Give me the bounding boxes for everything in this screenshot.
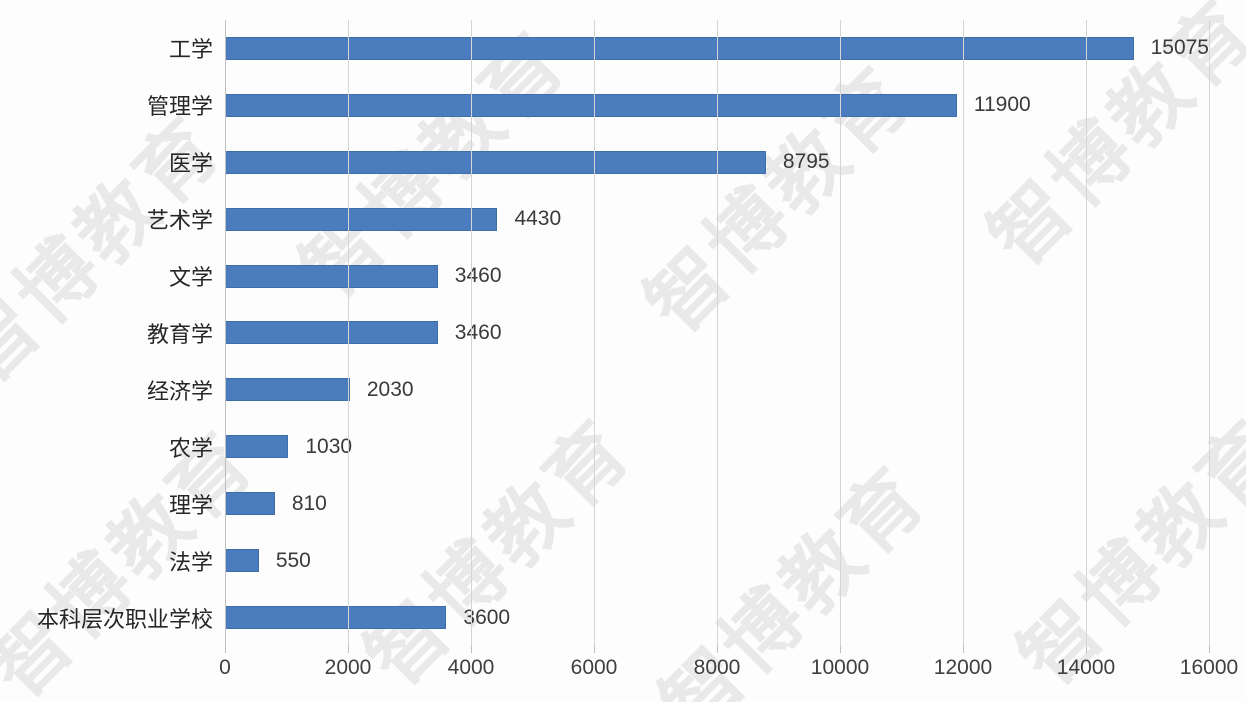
axis-tick xyxy=(1085,646,1087,653)
bar xyxy=(225,264,438,288)
bar xyxy=(225,378,350,402)
value-label: 15075 xyxy=(1150,36,1209,60)
bar xyxy=(225,36,1134,60)
category-label: 教育学 xyxy=(146,321,213,347)
axis-tick xyxy=(347,646,349,653)
category-label: 农学 xyxy=(168,435,213,461)
bar-rows: 工学 15075 管理学 11900 医学 8795 艺术学 4430 文学 3460 教育学 346… xyxy=(37,20,1209,646)
value-label: 2030 xyxy=(366,377,414,401)
category-label: 管理学 xyxy=(146,94,213,120)
bar xyxy=(225,321,438,345)
category-row: 医学 8795 xyxy=(169,134,1209,191)
category-row: 农学 1030 xyxy=(169,418,1209,475)
value-label: 3600 xyxy=(463,605,511,629)
value-label: 810 xyxy=(291,491,327,515)
gridline xyxy=(347,20,349,646)
gridline xyxy=(716,20,718,646)
category-row: 法学 550 xyxy=(169,532,1209,589)
bar xyxy=(225,549,259,573)
axis-tick xyxy=(470,646,472,653)
value-label: 3460 xyxy=(454,264,502,288)
category-label: 法学 xyxy=(168,549,213,575)
gridline xyxy=(1085,20,1087,646)
bar xyxy=(225,150,766,174)
category-label: 本科层次职业学校 xyxy=(36,606,213,632)
value-label: 1030 xyxy=(305,434,353,458)
value-label: 3460 xyxy=(454,320,502,344)
category-row: 艺术学 4430 xyxy=(147,191,1209,248)
category-row: 本科层次职业学校 3600 xyxy=(37,589,1209,646)
gridline xyxy=(593,20,595,646)
axis-tick xyxy=(716,646,718,653)
gridline xyxy=(962,20,964,646)
category-row: 理学 810 xyxy=(169,475,1209,532)
watermark-text: 智博教育 xyxy=(0,99,240,400)
category-row: 文学 3460 xyxy=(169,248,1209,305)
x-tick-label: 10000 xyxy=(810,656,870,679)
category-label: 艺术学 xyxy=(146,208,213,234)
axis-tick xyxy=(1208,646,1210,653)
axis-tick xyxy=(224,646,226,653)
category-row: 经济学 2030 xyxy=(147,361,1209,418)
bar xyxy=(225,435,289,459)
gridline xyxy=(470,20,472,646)
x-tick-label: 12000 xyxy=(933,656,993,679)
category-label: 经济学 xyxy=(146,378,213,404)
category-label: 理学 xyxy=(168,492,213,518)
x-tick-label: 14000 xyxy=(1056,656,1116,679)
value-label: 8795 xyxy=(782,150,830,174)
category-label: 工学 xyxy=(168,37,213,63)
x-tick-label: 16000 xyxy=(1179,656,1239,679)
bar xyxy=(225,207,498,231)
x-tick-label: 2000 xyxy=(324,656,372,679)
x-tick-label: 4000 xyxy=(447,656,495,679)
x-axis: 0 2000 4000 6000 8000 10000 12000 14000 16000 xyxy=(219,656,1238,690)
value-label: 11900 xyxy=(973,93,1031,117)
axis-tick xyxy=(962,646,964,653)
bar xyxy=(225,606,447,630)
y-axis-line xyxy=(224,20,226,646)
value-label: 550 xyxy=(275,548,311,572)
x-tick-label: 8000 xyxy=(693,656,741,679)
category-row: 管理学 11900 xyxy=(147,77,1209,134)
plot-area: 工学 15075 管理学 11900 医学 8795 艺术学 4430 文学 3460 教育学 346… xyxy=(37,20,1210,653)
gridline xyxy=(1208,20,1210,646)
gridline xyxy=(839,20,841,646)
axis-tick xyxy=(593,646,595,653)
category-row: 工学 15075 xyxy=(169,20,1209,77)
axis-tick xyxy=(839,646,841,653)
bar xyxy=(225,93,957,117)
bar xyxy=(225,492,275,516)
category-label: 文学 xyxy=(168,265,213,291)
category-label: 医学 xyxy=(168,151,213,177)
category-row: 教育学 3460 xyxy=(147,305,1209,362)
x-tick-label: 6000 xyxy=(570,656,618,679)
x-tick-label: 0 xyxy=(219,656,231,679)
value-label: 4430 xyxy=(514,207,562,231)
